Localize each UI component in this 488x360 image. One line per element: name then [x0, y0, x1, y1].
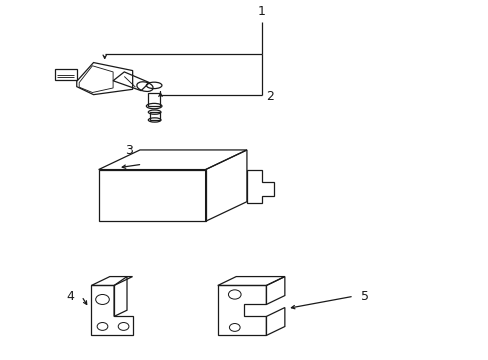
- Text: 4: 4: [66, 290, 74, 303]
- Text: 2: 2: [266, 90, 274, 103]
- Text: 5: 5: [361, 290, 368, 303]
- Text: 3: 3: [124, 144, 132, 157]
- Text: 1: 1: [257, 5, 265, 18]
